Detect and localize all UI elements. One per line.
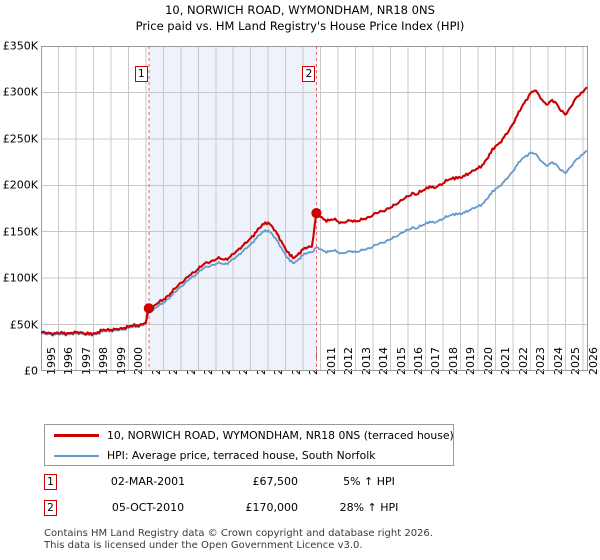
x-axis-tick-label: 2026 [586,347,600,375]
legend-swatch-property [54,434,99,437]
transaction-date: 02-MAR-2001 [110,475,186,488]
legend-item-property: 10, NORWICH ROAD, WYMONDHAM, NR18 0NS (t… [45,425,454,446]
transaction-price: £67,500 [252,475,299,488]
plot-border [41,46,588,371]
series-line-property [41,86,588,336]
transaction-hpi-delta: 5% ↑ HPI [343,475,395,488]
legend-label-hpi: HPI: Average price, terraced house, Sout… [107,449,376,462]
chart-marker-flag: 1 [134,66,148,82]
ownership-span-shading [148,46,317,371]
legend-item-hpi: HPI: Average price, terraced house, Sout… [45,445,453,466]
footer-attribution: Contains HM Land Registry data © Crown c… [44,528,564,551]
transaction-index-badge: 2 [44,500,57,516]
transaction-hpi-delta: 28% ↑ HPI [339,501,399,514]
y-axis-tick-label: £350K [2,39,38,53]
y-axis-tick-label: £50K [9,318,38,332]
transaction-point [311,208,322,219]
y-axis-tick-label: £0 [24,364,38,378]
transaction-point [143,303,154,314]
y-axis-tick-label: £250K [2,132,38,146]
page-title: 10, NORWICH ROAD, WYMONDHAM, NR18 0NS [165,3,435,17]
footer-line-licence: This data is licensed under the Open Gov… [44,539,363,551]
page-subtitle: Price paid vs. HM Land Registry's House … [135,19,465,33]
transactions-table: 1 02-MAR-2001 £67,500 5% ↑ HPI 2 05-OCT-… [44,472,464,524]
transaction-date: 05-OCT-2010 [111,501,185,514]
chart-legend: 10, NORWICH ROAD, WYMONDHAM, NR18 0NS (t… [44,424,454,466]
chart-title-block: 10, NORWICH ROAD, WYMONDHAM, NR18 0NS Pr… [0,2,600,34]
table-row: 1 02-MAR-2001 £67,500 5% ↑ HPI [44,472,464,498]
y-axis-tick-label: £200K [2,178,38,192]
transaction-price: £170,000 [245,501,299,514]
y-axis-tick-label: £100K [2,271,38,285]
y-axis-tick-label: £300K [2,85,38,99]
legend-label-property: 10, NORWICH ROAD, WYMONDHAM, NR18 0NS (t… [107,429,454,442]
y-axis-labels: £0 £50K £100K £150K £200K £250K £300K £350K [0,0,38,560]
footer-line-copyright: Contains HM Land Registry data © Crown c… [44,528,433,539]
plot-area [41,46,588,371]
y-axis-tick-label: £150K [2,225,38,239]
table-row: 2 05-OCT-2010 £170,000 28% ↑ HPI [44,498,464,524]
series-line-hpi [41,150,588,337]
price-history-line-chart [41,46,588,371]
transaction-index-badge: 1 [44,474,57,490]
chart-marker-flag: 2 [302,66,316,82]
legend-swatch-hpi [54,454,99,457]
